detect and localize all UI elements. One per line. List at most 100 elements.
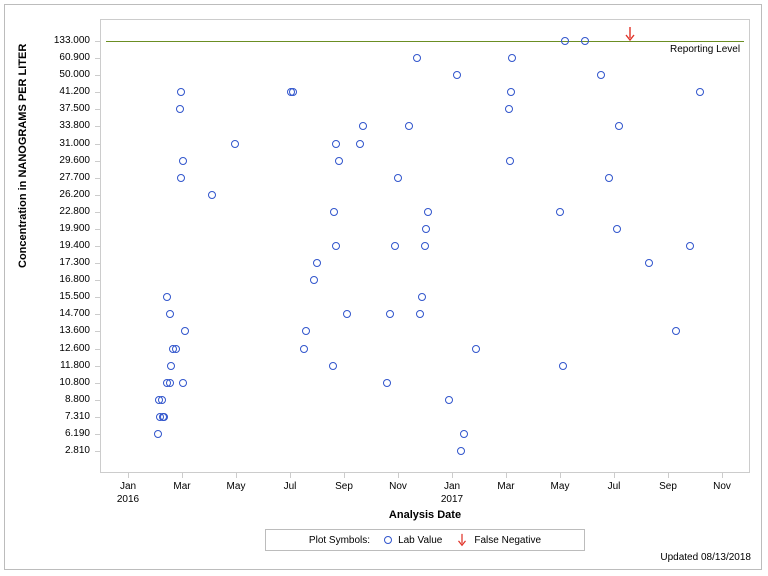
y-tick-label: 16.800 (59, 275, 90, 285)
y-tick-mark (95, 349, 100, 350)
lab-value-point (645, 259, 653, 267)
y-tick-mark (95, 109, 100, 110)
lab-value-point (413, 54, 421, 62)
y-tick-mark (95, 75, 100, 76)
footnote: Updated 08/13/2018 (660, 552, 751, 563)
lab-value-point (506, 157, 514, 165)
lab-value-point (335, 157, 343, 165)
x-tick-label: Jan2016 (117, 481, 139, 506)
y-tick-mark (95, 263, 100, 264)
lab-value-point (302, 327, 310, 335)
y-tick-mark (95, 178, 100, 179)
lab-value-point (386, 310, 394, 318)
y-tick-label: 10.800 (59, 378, 90, 388)
lab-value-point (672, 327, 680, 335)
x-tick-mark (668, 473, 669, 478)
y-tick-label: 33.800 (59, 121, 90, 131)
y-tick-mark (95, 383, 100, 384)
x-tick-mark (398, 473, 399, 478)
lab-value-point (176, 105, 184, 113)
lab-value-point (313, 259, 321, 267)
x-tick-mark (722, 473, 723, 478)
chart-frame: 2.8106.1907.3108.80010.80011.80012.60013… (4, 4, 762, 570)
lab-value-point (179, 379, 187, 387)
y-tick-label: 12.600 (59, 344, 90, 354)
y-tick-label: 41.200 (59, 87, 90, 97)
arrow-down-icon (456, 533, 468, 547)
legend-item-label: Lab Value (398, 535, 442, 546)
lab-value-point (300, 345, 308, 353)
y-tick-label: 31.000 (59, 139, 90, 149)
lab-value-point (231, 140, 239, 148)
legend-title: Plot Symbols: (309, 535, 370, 546)
lab-value-point (391, 242, 399, 250)
x-tick-label: Jul (284, 481, 297, 494)
lab-value-point (289, 88, 297, 96)
y-tick-mark (95, 314, 100, 315)
y-tick-label: 37.500 (59, 104, 90, 114)
lab-value-point (383, 379, 391, 387)
lab-value-point (181, 327, 189, 335)
lab-value-point (177, 174, 185, 182)
lab-value-point (421, 242, 429, 250)
y-tick-mark (95, 246, 100, 247)
legend-item-label: False Negative (474, 535, 541, 546)
x-tick-mark (344, 473, 345, 478)
y-tick-mark (95, 195, 100, 196)
y-tick-mark (95, 297, 100, 298)
lab-value-point (561, 37, 569, 45)
y-tick-mark (95, 126, 100, 127)
x-tick-mark (290, 473, 291, 478)
y-tick-mark (95, 366, 100, 367)
lab-value-point (453, 71, 461, 79)
y-tick-label: 11.800 (60, 361, 90, 371)
y-tick-label: 7.310 (65, 412, 90, 422)
legend: Plot Symbols: Lab Value False Negative (265, 529, 585, 551)
lab-value-point (158, 396, 166, 404)
x-tick-label: Nov (389, 481, 407, 494)
false-negative-marker (624, 26, 636, 42)
y-tick-mark (95, 400, 100, 401)
lab-value-point (177, 88, 185, 96)
y-tick-mark (95, 229, 100, 230)
y-tick-label: 22.800 (59, 207, 90, 217)
y-tick-label: 26.200 (59, 190, 90, 200)
y-tick-label: 15.500 (59, 292, 90, 302)
lab-value-point (507, 88, 515, 96)
y-tick-label: 133.000 (54, 36, 90, 46)
x-tick-mark (236, 473, 237, 478)
x-tick-mark (560, 473, 561, 478)
y-tick-mark (95, 451, 100, 452)
x-tick-label: Jan2017 (441, 481, 463, 506)
y-tick-mark (95, 144, 100, 145)
y-tick-label: 8.800 (65, 395, 90, 405)
x-tick-label: Sep (335, 481, 353, 494)
lab-value-point (163, 293, 171, 301)
legend-item-lab-value: Lab Value (384, 535, 442, 546)
lab-value-point (416, 310, 424, 318)
lab-value-point (696, 88, 704, 96)
lab-value-point (332, 140, 340, 148)
y-tick-label: 60.900 (59, 53, 90, 63)
lab-value-point (613, 225, 621, 233)
lab-value-point (686, 242, 694, 250)
y-tick-label: 50.000 (59, 70, 90, 80)
y-tick-mark (95, 331, 100, 332)
x-tick-mark (128, 473, 129, 478)
lab-value-point (343, 310, 351, 318)
lab-value-point (597, 71, 605, 79)
lab-value-point (460, 430, 468, 438)
lab-value-point (418, 293, 426, 301)
x-axis-title: Analysis Date (375, 509, 475, 521)
x-tick-mark (506, 473, 507, 478)
y-tick-mark (95, 434, 100, 435)
lab-value-point (359, 122, 367, 130)
x-tick-label: Sep (659, 481, 677, 494)
y-axis-title: Concentration in NANOGRAMS PER LITER (17, 232, 29, 268)
x-tick-label: Jul (608, 481, 621, 494)
x-tick-label: Nov (713, 481, 731, 494)
lab-value-point (208, 191, 216, 199)
y-tick-mark (95, 58, 100, 59)
lab-value-point (166, 310, 174, 318)
lab-value-point (508, 54, 516, 62)
